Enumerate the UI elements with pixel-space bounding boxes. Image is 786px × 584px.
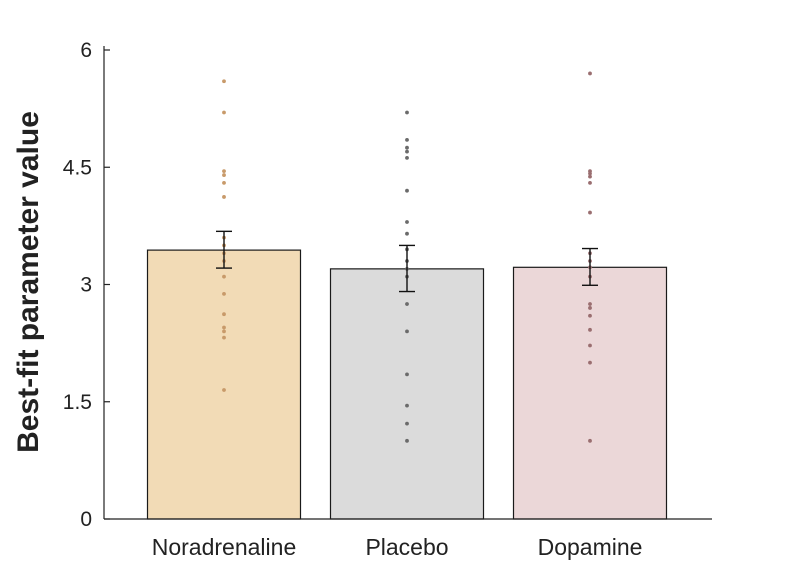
data-point bbox=[405, 110, 409, 115]
data-point bbox=[222, 79, 226, 84]
data-point bbox=[588, 343, 592, 348]
data-point bbox=[222, 388, 226, 392]
data-point bbox=[222, 180, 226, 185]
data-point bbox=[405, 149, 409, 154]
data-point bbox=[588, 174, 592, 179]
data-point bbox=[405, 421, 409, 426]
data-point bbox=[405, 155, 409, 160]
error-bar-placebo bbox=[399, 244, 415, 293]
points-layer bbox=[222, 71, 592, 443]
data-point bbox=[588, 180, 592, 185]
data-point bbox=[222, 329, 226, 334]
data-point bbox=[405, 137, 409, 142]
axes-layer: Noradrenaline Placebo Dopamine 0 1.5 3 4.5 6 bbox=[63, 39, 712, 560]
data-point bbox=[405, 438, 409, 443]
x-tick-label-dopamine: Dopamine bbox=[538, 534, 643, 560]
data-point bbox=[588, 327, 592, 332]
data-point bbox=[222, 195, 226, 199]
y-tick-label: 3 bbox=[80, 274, 92, 297]
y-tick-label: 0 bbox=[80, 508, 92, 531]
data-point bbox=[405, 302, 409, 306]
bar-noradrenaline bbox=[146, 249, 302, 520]
data-point bbox=[222, 335, 226, 340]
data-point bbox=[222, 291, 226, 296]
y-tick-label: 1.5 bbox=[63, 391, 92, 414]
data-point bbox=[405, 403, 409, 408]
data-point bbox=[588, 360, 592, 365]
data-point bbox=[222, 173, 226, 177]
data-point bbox=[405, 188, 409, 193]
data-point bbox=[405, 231, 409, 236]
data-point bbox=[222, 312, 226, 317]
data-point bbox=[588, 210, 592, 215]
data-point bbox=[222, 274, 226, 279]
bar-placebo bbox=[329, 268, 485, 520]
y-axis-title: Best-fit parameter value bbox=[12, 111, 45, 453]
error-bars-layer bbox=[216, 230, 598, 293]
error-bar-dopamine bbox=[582, 247, 598, 286]
data-point bbox=[222, 110, 226, 115]
data-point bbox=[588, 171, 592, 176]
data-point bbox=[588, 71, 592, 76]
data-point bbox=[222, 169, 226, 174]
data-point bbox=[588, 302, 592, 306]
data-point bbox=[405, 145, 409, 150]
data-point bbox=[588, 313, 592, 318]
y-tick-label: 4.5 bbox=[63, 156, 92, 179]
data-point bbox=[588, 306, 592, 310]
data-point bbox=[222, 325, 226, 330]
data-point bbox=[588, 438, 592, 443]
x-tick-label-noradrenaline: Noradrenaline bbox=[152, 534, 296, 560]
data-point bbox=[405, 329, 409, 334]
error-bar-noradrenaline bbox=[216, 230, 232, 269]
data-point bbox=[405, 372, 409, 377]
data-point bbox=[405, 220, 409, 224]
y-tick-label: 6 bbox=[80, 39, 92, 62]
x-tick-label-placebo: Placebo bbox=[365, 534, 448, 560]
